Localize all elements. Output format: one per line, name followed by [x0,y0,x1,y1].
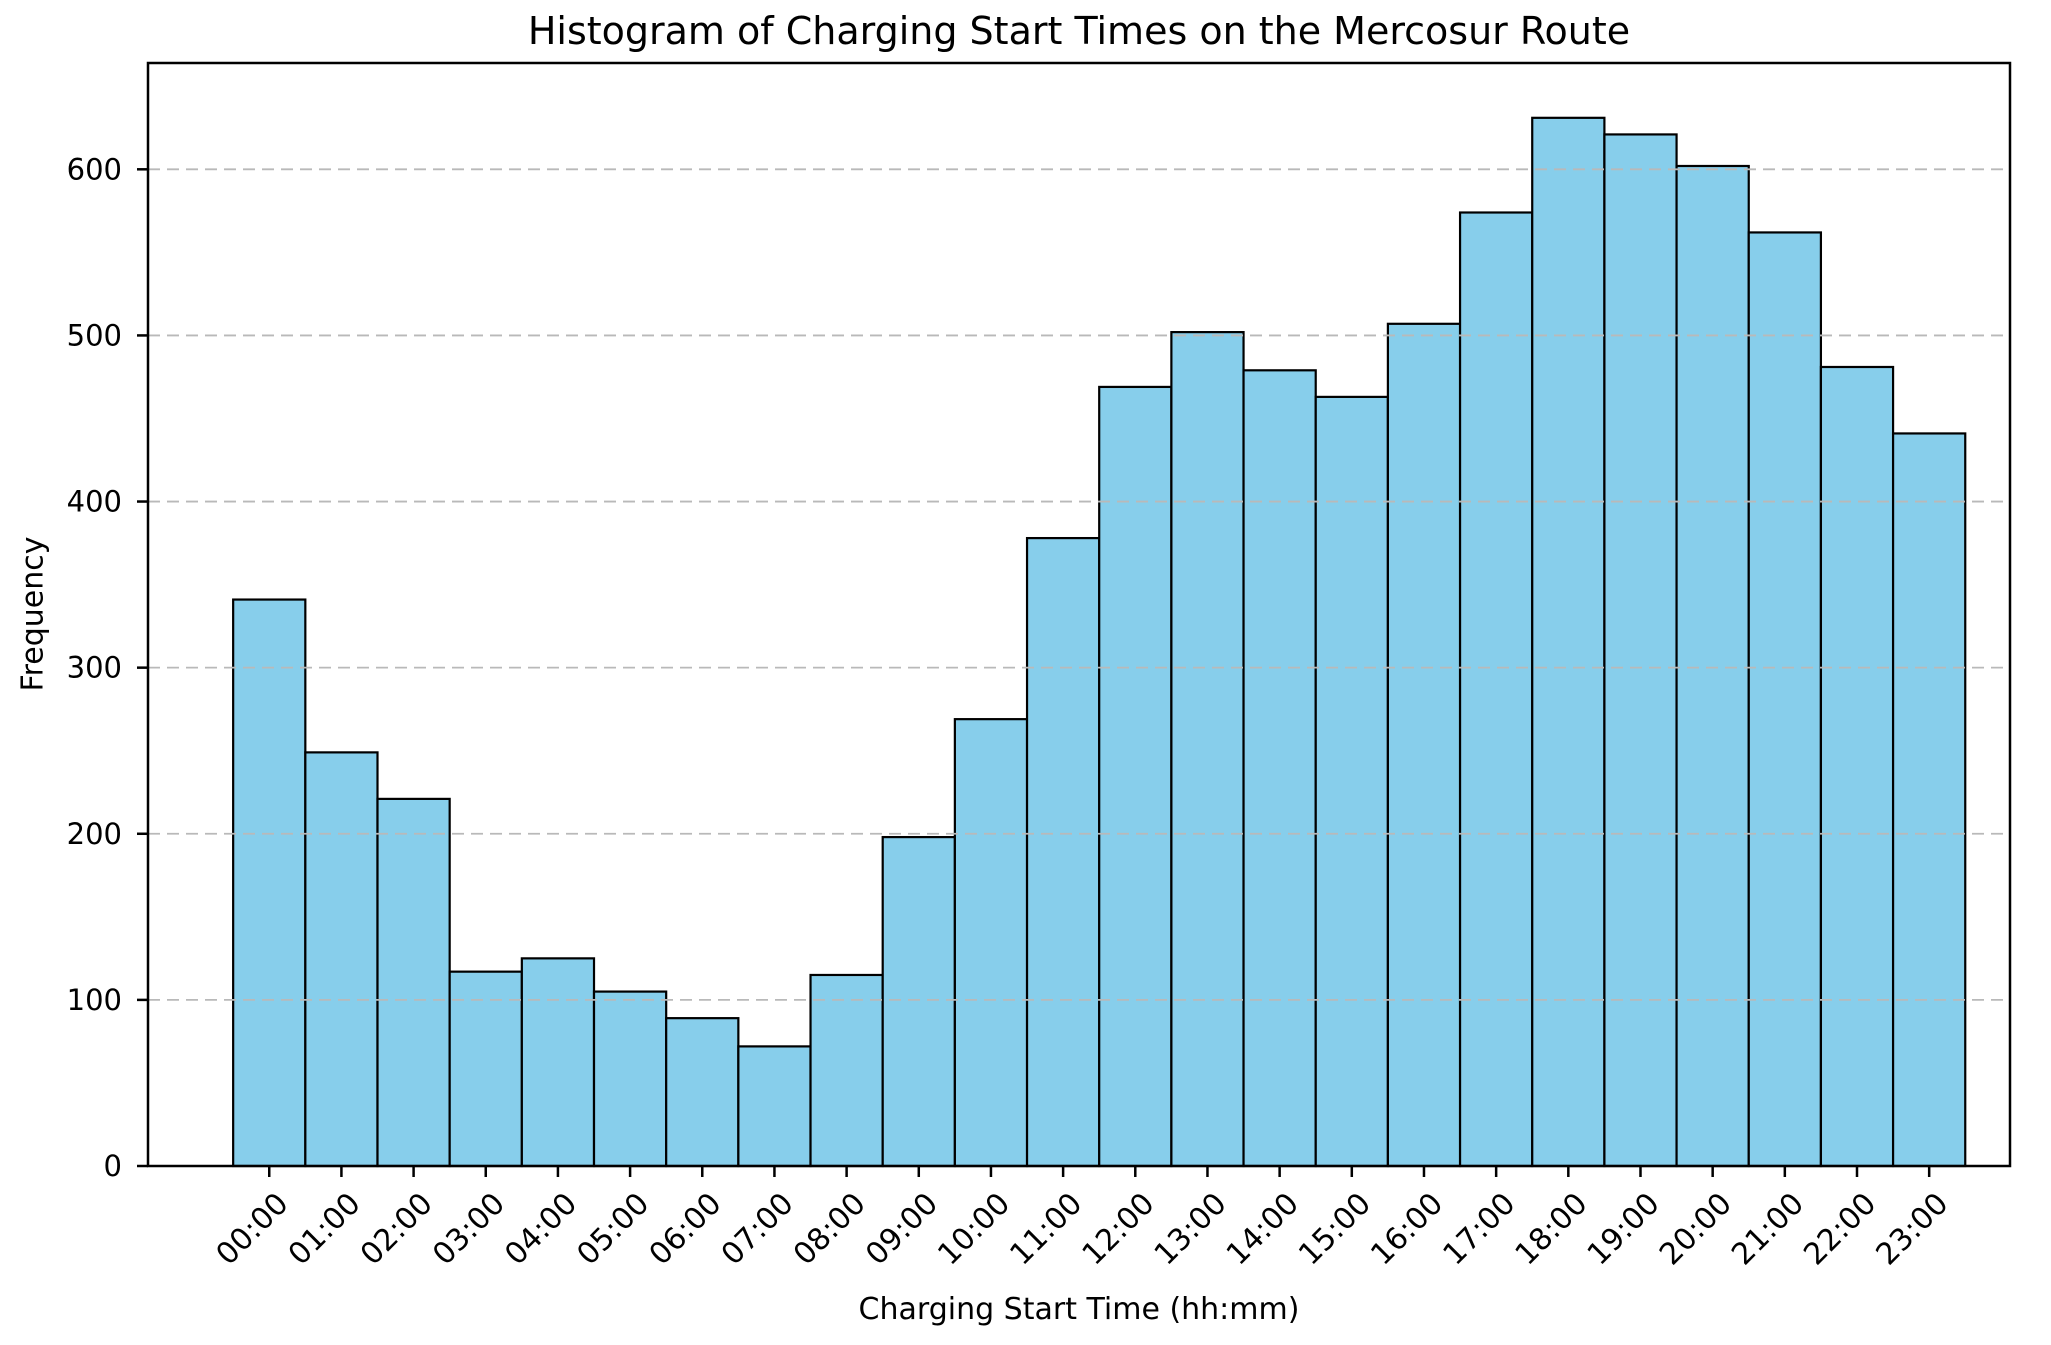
y-tick-label-400: 400 [67,485,122,519]
x-tick-label-01:00: 01:00 [282,1186,368,1272]
x-tick-label-07:00: 07:00 [715,1186,801,1272]
y-tick-label-300: 300 [67,651,122,685]
bar-07:00 [737,1045,812,1168]
plot-border [146,61,2012,1168]
bar-02:00 [376,797,451,1168]
bar-03:00 [448,970,523,1168]
bar-10:00 [953,718,1029,1168]
bar-19:00 [1603,133,1678,1168]
chart-title: Histogram of Charging Start Times on the… [527,9,1631,53]
bar-21:00 [1747,231,1823,1168]
x-tick-label-00:00: 00:00 [210,1186,296,1272]
x-tick-label-05:00: 05:00 [570,1186,656,1272]
y-tick-label-200: 200 [67,817,122,851]
x-tick-label-21:00: 21:00 [1725,1186,1811,1272]
y-tick-label-600: 600 [67,152,122,186]
bar-11:00 [1025,536,1101,1168]
y-tick-label-100: 100 [67,983,122,1017]
x-tick-label-02:00: 02:00 [354,1186,440,1272]
bar-09:00 [881,835,956,1168]
x-tick-label-17:00: 17:00 [1436,1186,1522,1272]
bar-14:00 [1242,369,1317,1168]
x-tick-label-23:00: 23:00 [1870,1186,1956,1272]
x-tick-label-04:00: 04:00 [498,1186,584,1272]
bar-08:00 [809,973,884,1168]
bar-12:00 [1098,385,1173,1168]
bar-17:00 [1458,211,1534,1168]
bar-13:00 [1170,331,1245,1168]
bar-18:00 [1531,116,1606,1168]
bar-05:00 [592,990,668,1168]
y-tick-label-0: 0 [104,1149,122,1183]
x-tick-label-15:00: 15:00 [1292,1186,1378,1272]
bar-16:00 [1386,322,1462,1168]
y-tick-label-500: 500 [67,318,122,352]
bar-22:00 [1819,365,1895,1168]
bar-23:00 [1891,432,1967,1168]
x-tick-label-03:00: 03:00 [426,1186,512,1272]
x-tick-label-08:00: 08:00 [787,1186,873,1272]
bar-20:00 [1675,164,1750,1168]
x-axis-label: Charging Start Time (hh:mm) [858,1292,1300,1327]
bar-04:00 [520,957,596,1168]
x-tick-label-22:00: 22:00 [1797,1186,1883,1272]
bar-00:00 [232,598,307,1168]
x-tick-label-20:00: 20:00 [1653,1186,1739,1272]
x-tick-label-12:00: 12:00 [1076,1186,1162,1272]
bar-15:00 [1314,395,1389,1168]
x-tick-label-14:00: 14:00 [1220,1186,1306,1272]
y-axis-label: Frequency [15,536,51,692]
x-tick-label-16:00: 16:00 [1364,1186,1450,1272]
x-tick-label-10:00: 10:00 [931,1186,1017,1272]
x-tick-label-06:00: 06:00 [643,1186,729,1272]
bar-06:00 [665,1017,740,1168]
bar-01:00 [304,751,379,1168]
x-tick-label-09:00: 09:00 [859,1186,945,1272]
x-tick-label-19:00: 19:00 [1581,1186,1667,1272]
x-tick-label-13:00: 13:00 [1148,1186,1234,1272]
x-tick-label-18:00: 18:00 [1509,1186,1595,1272]
x-tick-label-11:00: 11:00 [1003,1186,1089,1272]
